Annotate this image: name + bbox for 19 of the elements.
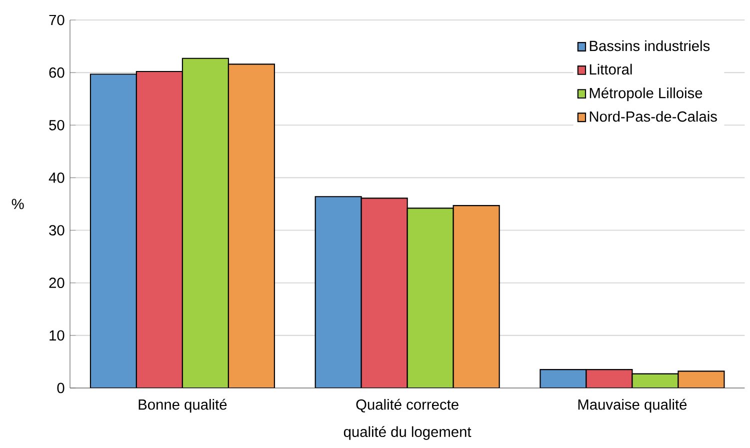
legend-label: Bassins industriels — [590, 40, 710, 52]
bar — [182, 58, 229, 388]
y-tick-label: 10 — [50, 330, 64, 341]
y-tick-label: 60 — [49, 67, 64, 78]
legend-label: Nord-Pas-de-Calais — [590, 110, 717, 122]
y-tick-label: 50 — [49, 120, 64, 130]
x-tick-label: Qualité correcte — [356, 398, 458, 412]
bar — [406, 208, 454, 388]
x-axis-title: qualité du logement — [344, 426, 472, 440]
legend-label: Métropole Lilloise — [590, 87, 702, 102]
y-tick-label: 30 — [49, 225, 64, 236]
x-tick-label: Mauvaise qualité — [578, 398, 687, 413]
y-tick-label: 0 — [57, 382, 64, 394]
y-tick-label: 40 — [48, 172, 64, 183]
y-axis-title: % — [12, 198, 24, 210]
legend-label: Littoral — [590, 64, 632, 75]
y-tick-label: 70 — [49, 14, 64, 26]
x-tick-label: Bonne qualité — [138, 398, 227, 413]
y-tick-label: 20 — [49, 278, 64, 288]
